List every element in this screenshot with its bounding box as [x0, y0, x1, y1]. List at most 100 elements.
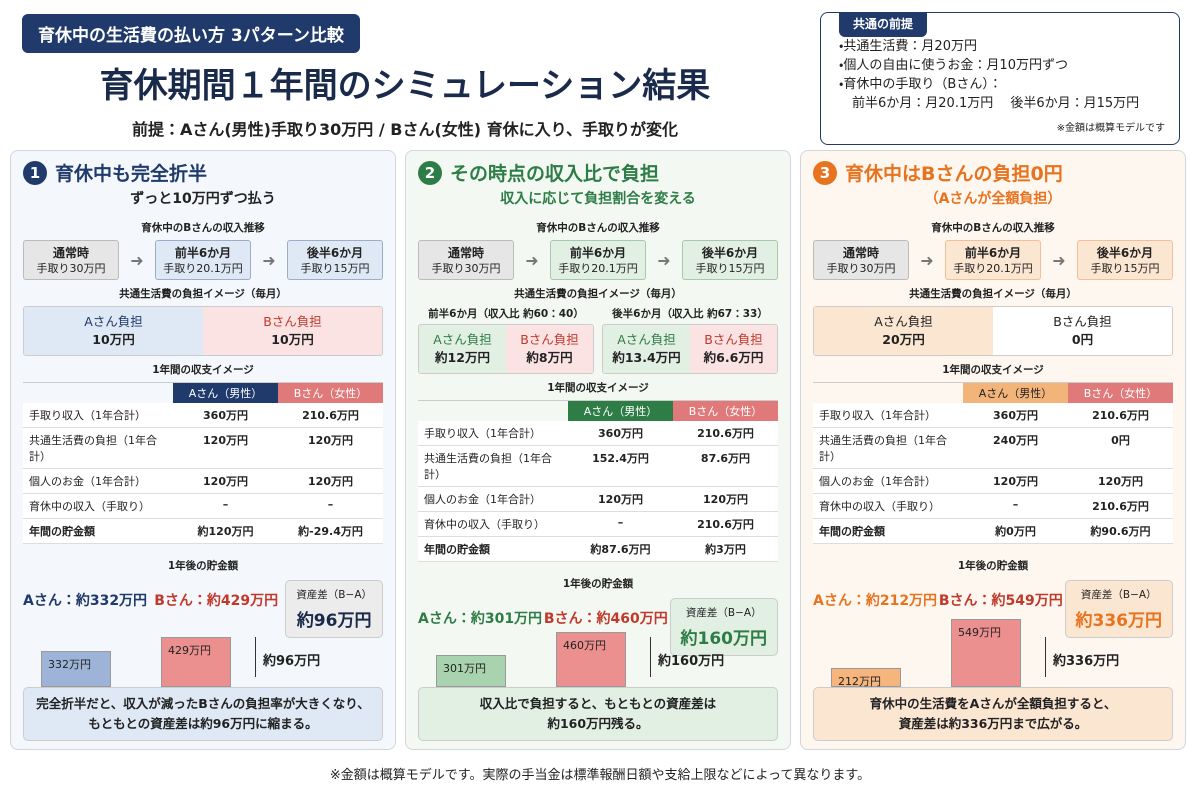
table-corner [23, 383, 173, 403]
saving-bar: 460万円 [556, 632, 626, 687]
diff-label: 資産差（B−A） [1080, 589, 1157, 601]
burden-value: 10万円 [92, 332, 135, 347]
table-cell: 約87.6万円 [568, 537, 673, 562]
saving-bar: 332万円 [41, 650, 111, 687]
table-cell: – [568, 512, 673, 537]
flow: 通常時 手取り30万円 ➜ 前半6か月 手取り20.1万円 ➜ 後半6か月 手取り15万円 [813, 240, 1173, 280]
panel-header: 1 育休中も完全折半 [23, 159, 383, 186]
burden-cell: Bさん負担 0円 [993, 307, 1172, 355]
table-cell: – [278, 494, 383, 519]
conclusion-line: 育休中の生活費をAさんが全額負担すると、 [869, 696, 1117, 711]
row-label: 年間の貯金額 [23, 519, 173, 544]
table-cell: 210.6万円 [673, 512, 778, 537]
diff-box: 資産差（B−A） 約336万円 [1064, 580, 1173, 638]
burden-label: Aさん負担 [874, 314, 933, 329]
table-header: Bさん（女性） [1068, 383, 1173, 403]
flow-value: 手取り30万円 [431, 262, 501, 275]
flow-arrow: ➜ [262, 250, 276, 270]
burden-value: 10万円 [271, 332, 314, 347]
flow-label: 通常時 [52, 246, 89, 260]
burden-period: 後半6か月（収入比 約67：33） [612, 308, 768, 320]
savings: Aさん：約332万円 Bさん：約429万円 資産差（B−A） 約96万円 [23, 580, 383, 638]
table-cell: 120万円 [673, 487, 778, 512]
burden-cells: Aさん負担 約12万円 Bさん負担 約8万円 [418, 324, 594, 374]
conclusion: 育休中の生活費をAさんが全額負担すると、 資産差は約336万円まで広がる。 [813, 687, 1173, 741]
table-cell: 約-29.4万円 [278, 519, 383, 544]
conclusion-line: 収入比で負担すると、もともとの資産差は [479, 696, 717, 711]
flow-value: 手取り20.1万円 [558, 262, 638, 275]
row-label: 年間の貯金額 [418, 537, 568, 562]
gap-line [1045, 637, 1046, 677]
flow-arrow: ➜ [1052, 250, 1066, 270]
table-cell: 約3万円 [673, 537, 778, 562]
burden-label: Bさん負担 [263, 314, 322, 329]
common-item: ・共通生活費：月20万円 [839, 39, 977, 54]
flow-box: 通常時 手取り30万円 [813, 240, 909, 280]
table-cell: 120万円 [568, 487, 673, 512]
panel: 3 育休中はBさんの負担0円 （Aさんが全額負担） 育休中のBさんの収入推移 通常時 手取… [800, 150, 1186, 750]
gap-line [255, 637, 256, 677]
flow-value: 手取り30万円 [36, 262, 106, 275]
table-cell: 120万円 [278, 428, 383, 469]
flow-box: 前半6か月 手取り20.1万円 [945, 240, 1041, 280]
panel: 1 育休中も完全折半 ずっと10万円ずつ払う 育休中のBさんの収入推移 通常時 手取り30… [10, 150, 396, 750]
burden-group: 前半6か月（収入比 約60：40） Aさん負担 約12万円 Bさん負担 約8万円 [418, 306, 594, 374]
burden-group: Aさん負担 20万円 Bさん負担 0円 [813, 306, 1173, 356]
table-header: Bさん（女性） [673, 401, 778, 421]
table-cell: 360万円 [963, 403, 1068, 428]
table-cell: 360万円 [173, 403, 278, 428]
burden-label: Bさん負担 [520, 332, 579, 347]
flow-label: 後半6か月 [701, 246, 759, 260]
burden-cell: Bさん負担 10万円 [203, 307, 382, 355]
flow-label: 前半6か月 [174, 246, 232, 260]
table-corner [813, 383, 963, 403]
panel-subtitle: 収入に応じて負担割合を変える [500, 191, 696, 207]
burden-cell: Aさん負担 10万円 [24, 307, 203, 355]
flow-label: 前半6か月 [964, 246, 1022, 260]
saving-a: Aさん：約301万円 [418, 611, 543, 627]
burden-label: Aさん負担 [84, 314, 143, 329]
table-cell: 210.6万円 [1068, 403, 1173, 428]
savings: Aさん：約212万円 Bさん：約549万円 資産差（B−A） 約336万円 [813, 580, 1173, 638]
saving-a: Aさん：約332万円 [23, 593, 148, 609]
common-note: ※金額は概算モデルです [1056, 123, 1165, 134]
burden-value: 20万円 [882, 332, 925, 347]
table-header: Aさん（男性） [173, 383, 278, 403]
table-corner [418, 401, 568, 421]
row-label: 個人のお金（1年合計） [813, 469, 963, 494]
row-label: 共通生活費の負担（1年合計） [418, 446, 568, 487]
flow-title: 育休中のBさんの収入推移 [141, 222, 265, 234]
flow-value: 手取り15万円 [300, 262, 370, 275]
gap-label: 約96万円 [263, 654, 321, 669]
row-label: 手取り収入（1年合計） [418, 421, 568, 446]
table-cell: – [963, 494, 1068, 519]
diff-value: 約160万円 [680, 629, 768, 649]
conclusion-line: 約160万円残る。 [547, 716, 649, 731]
table: Aさん（男性） Bさん（女性） 手取り収入（1年合計） 360万円 210.6万円 共通生… [23, 382, 383, 544]
table-header: Aさん（男性） [963, 383, 1068, 403]
row-label: 個人のお金（1年合計） [418, 487, 568, 512]
table-cell: 210.6万円 [673, 421, 778, 446]
row-label: 育休中の収入（手取り） [418, 512, 568, 537]
common-item: ・個人の自由に使うお金：月10万円ずつ [839, 58, 1068, 73]
burden-value: 約13.4万円 [612, 350, 681, 365]
diff-value: 約96万円 [296, 611, 372, 631]
saving-a: Aさん：約212万円 [813, 593, 938, 609]
flow-box: 後半6か月手取り15万円 [682, 240, 778, 280]
flow-box: 通常時手取り30万円 [23, 240, 119, 280]
table-cell: 約90.6万円 [1068, 519, 1173, 544]
burden-cell: Aさん負担 20万円 [814, 307, 993, 355]
flow-value: 手取り15万円 [695, 262, 765, 275]
saving-bar: 212万円 [831, 668, 901, 688]
burden-cells: Aさん負担 10万円 Bさん負担 10万円 [23, 306, 383, 356]
panel-number: 2 [418, 160, 442, 185]
saving-b: Bさん：約460万円 [543, 611, 668, 627]
table-title: 1年間の収支イメージ [942, 364, 1044, 376]
table-title: 1年間の収支イメージ [547, 382, 649, 394]
burden-cells: Aさん負担 約13.4万円 Bさん負担 約6.6万円 [602, 324, 778, 374]
table-header: Bさん（女性） [278, 383, 383, 403]
burden-title: 共通生活費の負担イメージ（毎月） [119, 288, 287, 300]
burden-cell: Aさん負担 約12万円 [419, 325, 506, 373]
diff-value: 約336万円 [1075, 611, 1163, 631]
burden-label: Aさん負担 [433, 332, 492, 347]
